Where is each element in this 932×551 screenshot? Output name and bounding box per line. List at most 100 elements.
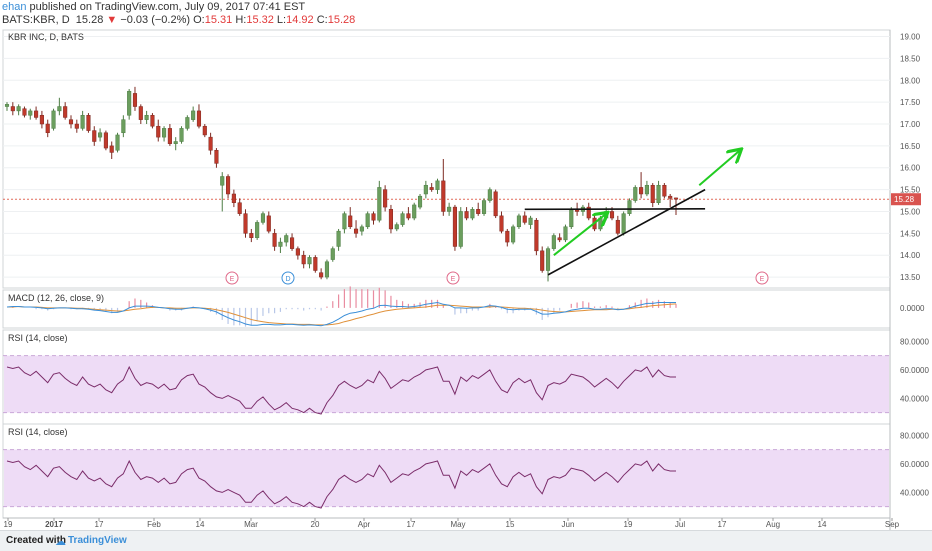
candle-body (639, 187, 643, 194)
candle-body (564, 227, 568, 240)
candle-body (569, 209, 573, 226)
time-tick-label: Mar (244, 520, 258, 529)
candle-body (500, 216, 504, 231)
time-tick-label: 14 (818, 520, 827, 529)
candle-body (546, 249, 550, 271)
bullish-arrow-small (554, 214, 606, 256)
price-tick-label: 15.00 (900, 207, 921, 216)
price-tick-label: 17.00 (900, 120, 921, 129)
candle-body (517, 216, 521, 227)
candle-body (633, 187, 637, 200)
candle-body (197, 111, 201, 126)
rsi-top-tick-label: 40.0000 (900, 394, 929, 403)
candle-body (34, 111, 38, 118)
candle-body (98, 133, 102, 137)
candle-body (622, 214, 626, 234)
time-tick-label: 19 (624, 520, 633, 529)
candle-body (23, 109, 27, 116)
candle-body (162, 128, 166, 137)
time-tick-label: Jul (675, 520, 685, 529)
candle-body (383, 190, 387, 207)
candle-body (122, 120, 126, 133)
candle-body (657, 185, 661, 202)
candle-body (540, 251, 544, 271)
candle-body (244, 214, 248, 234)
tradingview-cloud-icon: ☁ (55, 535, 66, 548)
candle-body (337, 231, 341, 246)
time-tick-label: May (450, 520, 465, 529)
rsi-bottom-tick-label: 80.0000 (900, 431, 929, 440)
earnings-marker-label: E (760, 276, 765, 283)
chart-area[interactable]: 13.5014.0014.5015.0015.5016.0016.5017.00… (0, 0, 932, 530)
candle-body (610, 211, 614, 218)
candle-body (558, 238, 562, 240)
candle-body (407, 214, 411, 218)
price-tick-label: 17.50 (900, 98, 921, 107)
time-tick-label: Sep (885, 520, 900, 529)
candle-body (308, 257, 312, 264)
candle-body (424, 185, 428, 194)
candle-body (389, 209, 393, 229)
time-tick-label: 14 (196, 520, 205, 529)
rsi-top-title: RSI (14, close) (8, 333, 68, 343)
price-tick-label: 13.50 (900, 273, 921, 282)
candle-body (58, 107, 62, 111)
candle-body (261, 214, 265, 223)
candle-body (476, 209, 480, 213)
candle-body (220, 176, 224, 185)
candle-body (511, 227, 515, 242)
footer: Created with ☁ TradingView (0, 530, 932, 551)
candle-body (453, 207, 457, 246)
candle-body (174, 142, 178, 144)
candle-body (46, 124, 50, 133)
rsi-bottom-tick-label: 60.0000 (900, 460, 929, 469)
candle-body (40, 115, 44, 124)
time-tick-label: 17 (407, 520, 416, 529)
candle-body (447, 207, 451, 211)
candle-body (325, 262, 329, 277)
candle-body (494, 192, 498, 216)
candle-body (75, 124, 79, 128)
rsi-bottom-tick-label: 40.0000 (900, 488, 929, 497)
candle-body (366, 214, 370, 227)
support-trendline (548, 190, 705, 275)
candle-body (104, 133, 108, 148)
price-tick-label: 16.00 (900, 164, 921, 173)
candle-body (436, 181, 440, 190)
candle-body (296, 249, 300, 256)
candle-body (273, 233, 277, 246)
price-tick-label: 19.00 (900, 33, 921, 42)
time-tick-label: Jun (562, 520, 575, 529)
candle-body (552, 236, 556, 249)
candle-body (209, 137, 213, 150)
time-tick-label: Apr (358, 520, 371, 529)
price-tick-label: 14.50 (900, 229, 921, 238)
time-tick-label: 2017 (45, 520, 63, 529)
candle-body (92, 131, 96, 142)
candle-body (505, 231, 509, 242)
candle-body (133, 93, 137, 106)
candle-body (139, 107, 143, 120)
candle-body (535, 220, 539, 251)
candle-body (471, 209, 475, 218)
candle-body (674, 198, 678, 199)
rsi-top-tick-label: 60.0000 (900, 366, 929, 375)
candle-body (17, 107, 21, 111)
pane-frame (3, 30, 890, 288)
candle-body (314, 257, 318, 270)
rsi-bottom-band (4, 450, 889, 507)
candle-body (430, 187, 434, 189)
candle-body (186, 117, 190, 128)
tradingview-logo[interactable]: TradingView (68, 535, 127, 546)
candle-body (651, 185, 655, 202)
candle-body (284, 236, 288, 243)
candle-body (203, 126, 207, 135)
candle-body (412, 205, 416, 218)
candle-body (395, 225, 399, 229)
time-tick-label: 17 (718, 520, 727, 529)
candle-body (290, 238, 294, 249)
candle-body (145, 115, 149, 119)
time-tick-label: Feb (147, 520, 161, 529)
last-price-label: 15.28 (894, 195, 915, 204)
candle-body (191, 111, 195, 120)
